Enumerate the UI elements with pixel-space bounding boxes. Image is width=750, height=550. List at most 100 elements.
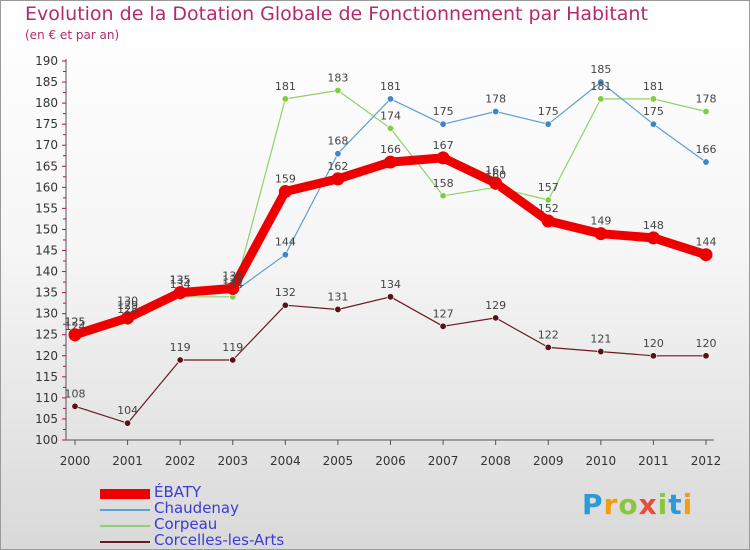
y-tick-label: 170 bbox=[35, 138, 58, 152]
data-point bbox=[649, 95, 657, 103]
proxiti-logo: Proxiti bbox=[582, 488, 693, 521]
y-tick-label: 190 bbox=[35, 54, 58, 68]
data-point bbox=[226, 281, 240, 295]
data-point bbox=[489, 176, 503, 190]
data-label: 181 bbox=[590, 80, 611, 93]
data-label: 134 bbox=[222, 278, 243, 291]
data-point bbox=[649, 352, 657, 360]
x-tick-label: 2006 bbox=[375, 454, 406, 468]
x-tick-label: 2007 bbox=[428, 454, 459, 468]
y-tick-label: 140 bbox=[35, 265, 58, 279]
data-label: 121 bbox=[590, 333, 611, 346]
data-point bbox=[121, 311, 135, 325]
data-label: 149 bbox=[590, 215, 611, 228]
series-points bbox=[68, 78, 713, 427]
x-tick-label: 2000 bbox=[60, 454, 91, 468]
data-labels: 108 104 119 119 132 131 134 127 129 122 121 120 120 1… bbox=[65, 63, 717, 417]
data-point bbox=[68, 328, 82, 342]
data-label: 160 bbox=[485, 168, 506, 181]
y-tick-label: 160 bbox=[35, 180, 58, 194]
y-tick-label: 175 bbox=[35, 117, 58, 131]
data-label: 166 bbox=[380, 143, 401, 156]
x-tick-label: 2010 bbox=[586, 454, 617, 468]
data-label: 183 bbox=[327, 71, 348, 84]
data-label: 119 bbox=[170, 341, 191, 354]
data-point bbox=[384, 155, 397, 169]
data-label: 148 bbox=[643, 219, 664, 232]
data-label: 120 bbox=[643, 337, 664, 350]
data-label: 130 bbox=[117, 295, 138, 308]
logo-letter: i bbox=[682, 488, 694, 521]
data-label: 144 bbox=[275, 236, 296, 249]
data-label: 159 bbox=[275, 173, 296, 186]
y-tick-label: 155 bbox=[35, 201, 58, 215]
data-point bbox=[386, 293, 394, 301]
data-point bbox=[544, 120, 552, 128]
chart-subtitle: (en € et par an) bbox=[25, 28, 120, 42]
data-label: 157 bbox=[538, 181, 559, 194]
y-tick-label: 185 bbox=[35, 75, 58, 89]
data-label: 175 bbox=[538, 105, 559, 118]
data-label: 181 bbox=[380, 80, 401, 93]
x-tick-label: 2009 bbox=[533, 454, 564, 468]
legend-label: Chaudenay bbox=[154, 499, 240, 517]
data-label: 135 bbox=[170, 274, 191, 287]
data-label: 158 bbox=[433, 177, 454, 190]
y-tick-label: 115 bbox=[35, 370, 58, 384]
logo-letter: r bbox=[603, 488, 619, 521]
data-point bbox=[544, 196, 552, 204]
data-label: 125 bbox=[65, 316, 86, 329]
data-label: 168 bbox=[327, 135, 348, 148]
data-point bbox=[649, 120, 657, 128]
data-point bbox=[334, 305, 342, 313]
data-point bbox=[702, 108, 710, 116]
data-point bbox=[281, 95, 289, 103]
data-label: 134 bbox=[170, 278, 191, 291]
data-label: 175 bbox=[643, 105, 664, 118]
data-label: 181 bbox=[275, 80, 296, 93]
data-label: 129 bbox=[485, 299, 506, 312]
data-point bbox=[702, 352, 710, 360]
logo-letter: o bbox=[618, 488, 639, 521]
data-label: 134 bbox=[380, 278, 401, 291]
data-point bbox=[124, 419, 132, 427]
data-label: 144 bbox=[696, 236, 717, 249]
legend-swatch bbox=[100, 525, 150, 527]
data-label: 124 bbox=[65, 320, 86, 333]
data-point bbox=[439, 192, 447, 200]
chart-axes: 1001051101151201251301351401451501551601… bbox=[35, 54, 721, 468]
data-label: 152 bbox=[538, 202, 559, 215]
y-tick-label: 135 bbox=[35, 286, 58, 300]
data-label: 185 bbox=[590, 63, 611, 76]
legend-swatch bbox=[100, 509, 150, 511]
data-point bbox=[229, 356, 237, 364]
x-tick-label: 2003 bbox=[217, 454, 248, 468]
data-point bbox=[597, 95, 605, 103]
data-point bbox=[597, 348, 605, 356]
x-tick-label: 2011 bbox=[638, 454, 669, 468]
y-tick-label: 165 bbox=[35, 159, 58, 173]
logo-letter: x bbox=[638, 488, 658, 521]
y-tick-label: 150 bbox=[35, 222, 58, 236]
x-tick-label: 2012 bbox=[691, 454, 722, 468]
data-label: 166 bbox=[696, 143, 717, 156]
data-label: 135 bbox=[170, 274, 191, 287]
y-tick-label: 100 bbox=[35, 433, 58, 447]
legend-label: ÉBATY bbox=[154, 483, 202, 501]
data-point bbox=[386, 95, 394, 103]
data-label: 136 bbox=[222, 269, 243, 282]
data-label: 122 bbox=[538, 328, 559, 341]
x-tick-label: 2004 bbox=[270, 454, 301, 468]
data-label: 128 bbox=[117, 303, 138, 316]
data-point bbox=[646, 231, 660, 245]
data-point bbox=[439, 120, 447, 128]
data-label: 125 bbox=[65, 316, 86, 329]
data-label: 132 bbox=[275, 286, 296, 299]
y-tick-label: 125 bbox=[35, 328, 58, 342]
series-line-3 bbox=[70, 153, 711, 340]
data-point bbox=[386, 124, 394, 132]
series-line-0 bbox=[74, 296, 707, 424]
data-label: 131 bbox=[327, 290, 348, 303]
